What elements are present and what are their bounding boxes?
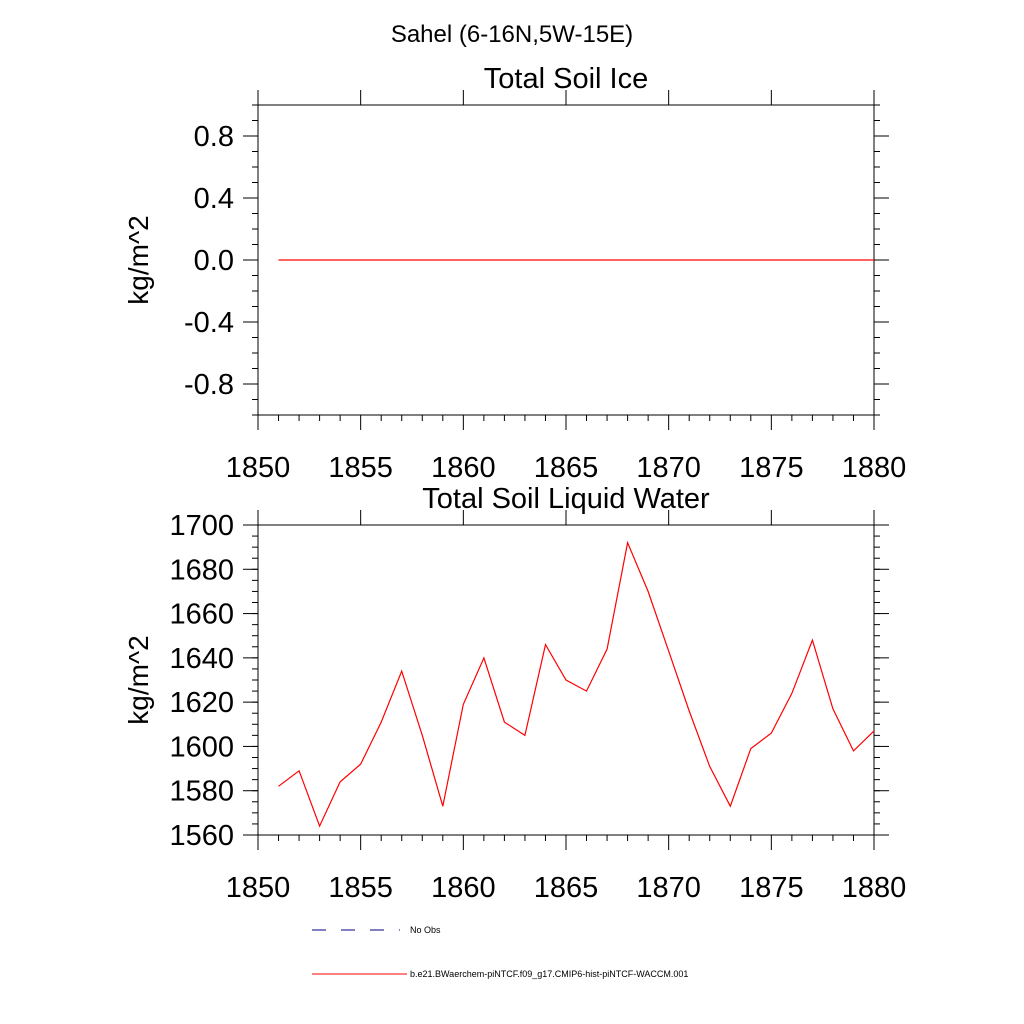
x-tick-label-soil-liquid-water: 1870 <box>636 872 701 904</box>
y-tick-label-soil-liquid-water: 1680 <box>169 554 234 586</box>
y-tick-label-soil-ice: -0.4 <box>184 307 234 339</box>
series-line-soil-liquid-water <box>278 540 875 828</box>
x-tick-label-soil-liquid-water: 1865 <box>534 872 599 904</box>
x-tick-label-soil-liquid-water: 1850 <box>226 872 291 904</box>
x-tick-label-soil-ice: 1855 <box>328 452 393 484</box>
y-tick-label-soil-liquid-water: 1600 <box>169 731 234 763</box>
x-tick-label-soil-liquid-water: 1855 <box>328 872 393 904</box>
x-tick-label-soil-ice: 1860 <box>431 452 496 484</box>
y-tick-label-soil-ice: 0.8 <box>194 121 234 153</box>
y-tick-label-soil-liquid-water: 1700 <box>169 510 234 542</box>
y-axis-label-soil-liquid-water: kg/m^2 <box>123 635 154 724</box>
x-tick-label-soil-ice: 1850 <box>226 452 291 484</box>
y-tick-label-soil-liquid-water: 1580 <box>169 776 234 808</box>
legend-label-model: b.e21.BWaerchem-piNTCF.f09_g17.CMIP6-his… <box>410 969 688 979</box>
y-tick-label-soil-liquid-water: 1660 <box>169 599 234 631</box>
panel-total-soil-ice: Total Soil Ice kg/m^2 1850 1855 1860 1865 1870… <box>123 63 906 484</box>
y-tick-label-soil-liquid-water: 1620 <box>169 687 234 719</box>
x-tick-label-soil-ice: 1875 <box>739 452 804 484</box>
x-tick-label-soil-ice: 1865 <box>534 452 599 484</box>
y-tick-label-soil-liquid-water: 1640 <box>169 643 234 675</box>
y-tick-label-soil-liquid-water: 1560 <box>169 820 234 852</box>
chart-title-soil-ice: Total Soil Ice <box>484 63 648 95</box>
legend-label-no-obs: No Obs <box>410 925 441 935</box>
y-tick-label-soil-ice: 0.4 <box>194 183 234 215</box>
y-tick-label-soil-ice: 0.0 <box>194 245 234 277</box>
page-title: Sahel (6-16N,5W-15E) <box>391 21 633 48</box>
x-tick-label-soil-liquid-water: 1880 <box>842 872 907 904</box>
x-tick-label-soil-ice: 1880 <box>842 452 907 484</box>
x-tick-label-soil-ice: 1870 <box>636 452 701 484</box>
legend: No Obs b.e21.BWaerchem-piNTCF.f09_g17.CM… <box>312 925 688 979</box>
panel-total-soil-liquid-water: Total Soil Liquid Water kg/m^2 1850 1855 186… <box>123 483 906 904</box>
chart-title-soil-liquid-water: Total Soil Liquid Water <box>422 483 710 515</box>
x-tick-label-soil-liquid-water: 1875 <box>739 872 804 904</box>
y-axis-label-soil-ice: kg/m^2 <box>123 215 154 304</box>
x-tick-label-soil-liquid-water: 1860 <box>431 872 496 904</box>
y-tick-label-soil-ice: -0.8 <box>184 369 234 401</box>
